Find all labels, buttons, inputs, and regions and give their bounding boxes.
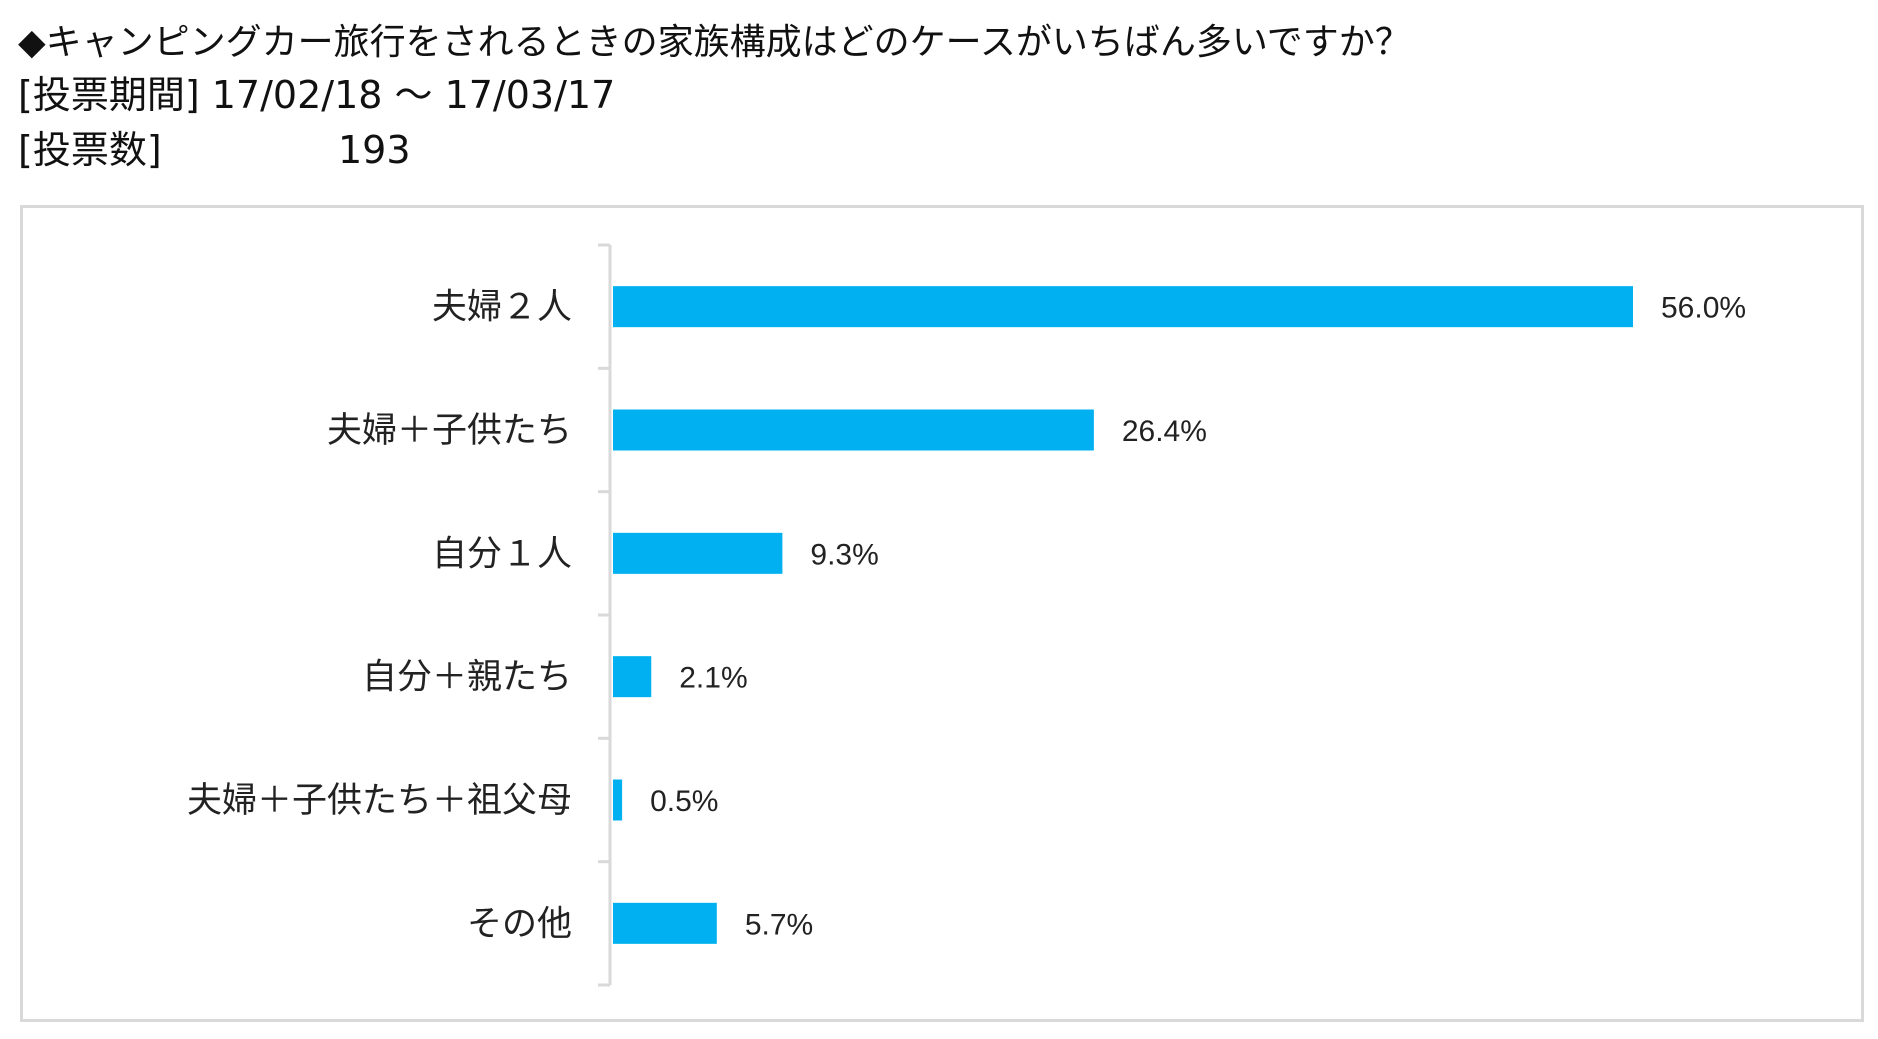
votes-value: 193 — [338, 128, 411, 172]
votes-row: [投票数] 193 — [18, 123, 1411, 178]
value-label: 9.3% — [810, 538, 878, 571]
period-label: [投票期間] — [18, 73, 200, 117]
value-label: 26.4% — [1122, 415, 1207, 448]
bar — [613, 779, 623, 821]
category-label: 夫婦＋子供たち — [327, 411, 572, 451]
bar — [613, 656, 652, 698]
period-value: 17/02/18 ～ 17/03/17 — [211, 73, 616, 117]
category-label: 夫婦２人 — [432, 288, 572, 328]
chart-header: ◆キャンピングカー旅行をされるときの家族構成はどのケースがいちばん多いですか？ … — [18, 18, 1411, 178]
question-title: ◆キャンピングカー旅行をされるときの家族構成はどのケースがいちばん多いですか？ — [18, 22, 1411, 63]
value-label: 0.5% — [650, 785, 718, 818]
category-label: 夫婦＋子供たち＋祖父母 — [187, 781, 572, 821]
bar — [613, 902, 717, 944]
value-label: 5.7% — [745, 908, 813, 941]
value-label: 56.0% — [1661, 292, 1746, 325]
bar — [613, 532, 783, 574]
category-label: 自分＋親たち — [362, 658, 572, 698]
period-row: [投票期間] 17/02/18 ～ 17/03/17 — [18, 68, 1411, 123]
bar — [613, 286, 1633, 328]
category-label: 自分１人 — [432, 534, 572, 574]
chart-frame — [20, 205, 1864, 1022]
bar — [613, 409, 1094, 451]
category-label: その他 — [467, 904, 572, 944]
value-label: 2.1% — [679, 662, 747, 695]
votes-label: [投票数] — [18, 128, 162, 172]
